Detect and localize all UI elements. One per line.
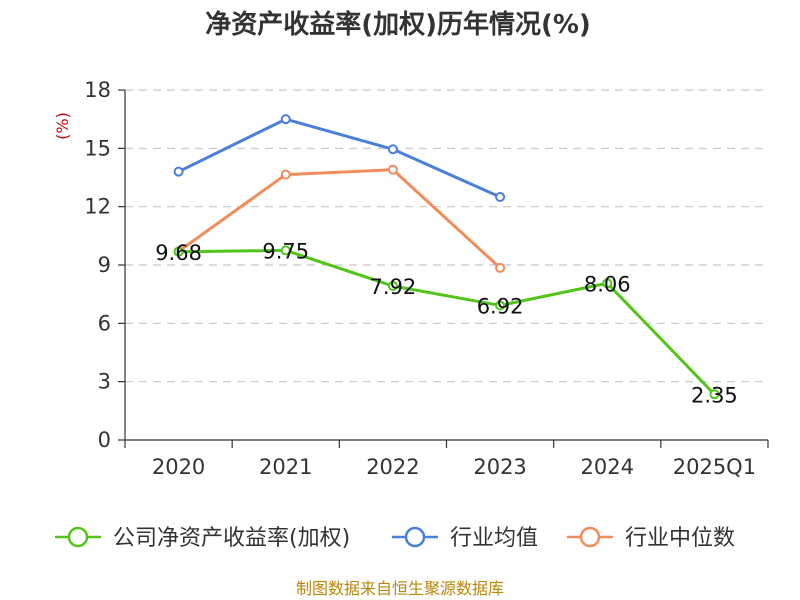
legend-item-0[interactable]: 公司净资产收益率(加权)	[55, 526, 350, 551]
data-label: 6.92	[477, 294, 524, 318]
data-label: 9.75	[262, 239, 309, 263]
legend-marker	[404, 526, 426, 548]
legend-label: 行业均值	[450, 526, 538, 551]
data-point[interactable]	[495, 191, 506, 202]
data-point[interactable]	[173, 166, 184, 177]
data-point[interactable]	[602, 278, 613, 289]
legend-item-1[interactable]: 行业均值	[392, 526, 538, 551]
x-tick-label: 2025Q1	[673, 455, 756, 479]
data-point[interactable]	[495, 300, 506, 311]
x-tick-label: 2024	[581, 455, 634, 479]
y-tick-label: 15	[84, 136, 111, 160]
series-line-1	[177, 117, 502, 199]
y-tick-label: 0	[98, 428, 111, 452]
data-point[interactable]	[173, 246, 184, 257]
legend-label: 行业中位数	[625, 526, 735, 551]
chart-title: 净资产收益率(加权)历年情况(%)	[205, 9, 591, 40]
x-tick-label: 2022	[366, 455, 419, 479]
gridlines	[125, 89, 768, 383]
data-point[interactable]	[387, 144, 398, 155]
y-tick-label: 9	[98, 253, 111, 277]
series-line-2	[177, 168, 502, 270]
data-point[interactable]	[280, 169, 291, 180]
series-line-0	[177, 248, 716, 396]
y-tick-label: 18	[84, 78, 111, 102]
legend-marker	[579, 526, 601, 548]
y-axis-unit: (%)	[53, 112, 72, 140]
data-point[interactable]	[387, 281, 398, 291]
data-point[interactable]	[709, 389, 720, 400]
legend-marker	[67, 526, 89, 548]
data-label: 9.68	[155, 241, 202, 265]
axes: 0 3 6 9 12 15 18 2020 2021 2022 2023 2024 2025Q1	[84, 78, 769, 479]
legend-label: 公司净资产收益率(加权)	[113, 526, 350, 551]
x-tick-label: 2023	[473, 455, 526, 479]
data-label: 7.92	[370, 275, 417, 299]
data-point[interactable]	[495, 262, 506, 273]
series-lines	[173, 114, 720, 400]
x-tick-label: 2020	[152, 455, 205, 479]
data-point[interactable]	[387, 164, 398, 175]
data-labels: 9.68 9.75 7.92 6.92 8.06 2.35	[155, 239, 738, 407]
y-tick-label: 12	[84, 195, 111, 219]
data-label: 2.35	[691, 383, 738, 407]
y-tick-label: 3	[98, 370, 111, 394]
legend-item-2[interactable]: 行业中位数	[567, 526, 735, 551]
source-note: 制图数据来自恒生聚源数据库	[296, 579, 504, 598]
y-tick-label: 6	[98, 311, 111, 335]
data-point[interactable]	[280, 114, 291, 125]
legend[interactable]: 公司净资产收益率(加权) 行业均值 行业中位数	[55, 526, 735, 551]
data-label: 8.06	[584, 272, 631, 296]
x-tick-label: 2021	[259, 455, 312, 479]
data-point[interactable]	[280, 245, 291, 256]
